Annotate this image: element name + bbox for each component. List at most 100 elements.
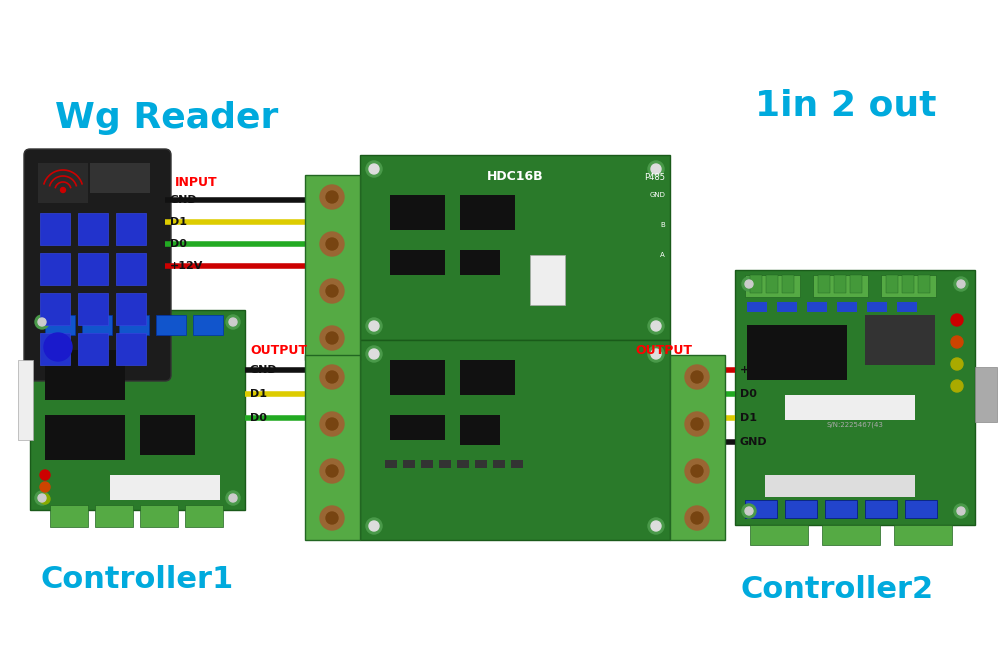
Bar (765, 475, 915, 497)
Circle shape (954, 504, 968, 518)
Circle shape (326, 285, 338, 297)
Circle shape (320, 459, 344, 483)
Circle shape (320, 365, 344, 389)
Bar (457, 460, 469, 468)
Bar (38, 163, 88, 203)
Circle shape (229, 318, 237, 326)
Bar (460, 415, 500, 445)
Circle shape (326, 512, 338, 524)
Bar (867, 302, 887, 312)
Circle shape (366, 318, 382, 334)
Bar (305, 175, 360, 360)
Bar (905, 500, 937, 518)
Bar (975, 367, 997, 422)
Bar (460, 360, 515, 395)
Bar (886, 275, 898, 293)
Circle shape (366, 346, 382, 362)
Circle shape (326, 418, 338, 430)
Circle shape (35, 315, 49, 329)
Circle shape (954, 277, 968, 291)
Bar (813, 275, 868, 297)
Bar (390, 415, 445, 440)
Circle shape (326, 191, 338, 203)
Circle shape (320, 279, 344, 303)
Bar (747, 325, 847, 380)
Circle shape (60, 187, 66, 192)
Bar (40, 213, 70, 245)
Circle shape (326, 238, 338, 250)
Circle shape (326, 332, 338, 344)
Circle shape (648, 161, 664, 177)
Circle shape (369, 349, 379, 359)
Bar (82, 315, 112, 335)
Bar (360, 155, 670, 340)
Circle shape (369, 164, 379, 174)
Bar (140, 505, 178, 527)
Bar (865, 315, 935, 365)
Bar (493, 460, 505, 468)
Circle shape (745, 280, 753, 288)
Text: D1: D1 (250, 389, 267, 399)
Bar (40, 333, 70, 365)
Bar (78, 293, 108, 325)
Bar (421, 460, 433, 468)
Circle shape (320, 326, 344, 350)
Circle shape (326, 371, 338, 383)
Bar (90, 163, 150, 193)
Circle shape (326, 465, 338, 477)
Bar (825, 500, 857, 518)
Bar (116, 213, 146, 245)
Circle shape (320, 232, 344, 256)
Text: HDC16B: HDC16B (487, 170, 543, 183)
Bar (897, 302, 917, 312)
Bar (747, 302, 767, 312)
Circle shape (651, 321, 661, 331)
Text: Controller1: Controller1 (40, 566, 233, 595)
Bar (822, 525, 880, 545)
Circle shape (651, 521, 661, 531)
Bar (45, 415, 125, 460)
FancyBboxPatch shape (24, 149, 171, 381)
Bar (439, 460, 451, 468)
Circle shape (38, 494, 46, 502)
Text: S/N:2225467(43: S/N:2225467(43 (827, 422, 883, 428)
Text: D0: D0 (740, 389, 757, 399)
Bar (156, 315, 186, 335)
Circle shape (226, 491, 240, 505)
Text: GND: GND (250, 365, 278, 375)
Bar (511, 460, 523, 468)
Text: P485: P485 (644, 172, 666, 181)
Circle shape (648, 318, 664, 334)
Circle shape (691, 465, 703, 477)
Bar (475, 460, 487, 468)
Bar (918, 275, 930, 293)
Bar (782, 275, 794, 293)
Text: Controller2: Controller2 (740, 575, 933, 604)
Text: D0: D0 (170, 239, 187, 249)
Circle shape (742, 504, 756, 518)
Text: GND: GND (649, 192, 665, 198)
Circle shape (366, 518, 382, 534)
Circle shape (685, 506, 709, 530)
Circle shape (742, 277, 756, 291)
Bar (95, 505, 133, 527)
Bar (750, 525, 808, 545)
Bar (745, 500, 777, 518)
Bar (390, 250, 445, 275)
Bar (834, 275, 846, 293)
Bar (78, 213, 108, 245)
Bar (18, 360, 33, 440)
Circle shape (320, 412, 344, 436)
Bar (45, 315, 75, 335)
Bar (78, 253, 108, 285)
Bar (460, 195, 515, 230)
Circle shape (651, 164, 661, 174)
Circle shape (648, 518, 664, 534)
Text: Wg Reader: Wg Reader (55, 101, 278, 135)
Bar (837, 302, 857, 312)
Bar (766, 275, 778, 293)
Bar (140, 415, 195, 455)
Circle shape (229, 494, 237, 502)
Circle shape (320, 185, 344, 209)
Bar (385, 460, 397, 468)
